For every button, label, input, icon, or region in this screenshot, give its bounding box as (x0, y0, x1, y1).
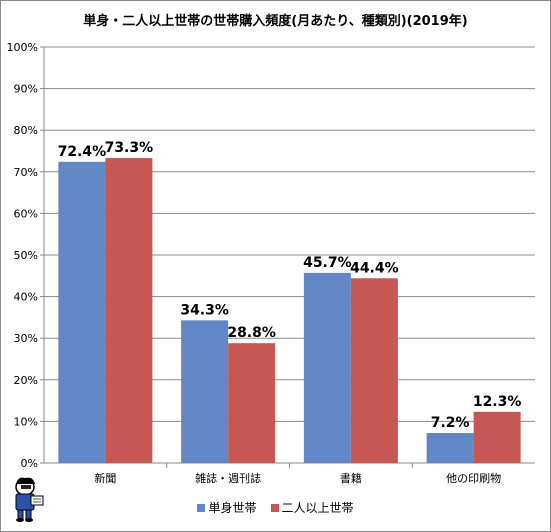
y-tick-label: 40% (14, 291, 38, 304)
data-label: 73.3% (105, 140, 154, 156)
legend-item-multi: 二人以上世帯 (270, 499, 354, 516)
legend-item-single: 単身世帯 (197, 499, 257, 516)
x-tick-label: 他の印刷物 (446, 471, 501, 485)
bar-0-1 (181, 320, 229, 463)
y-tick-label: 90% (14, 83, 38, 96)
bar-1-1 (228, 343, 276, 463)
y-tick-label: 100% (7, 41, 38, 54)
y-tick-label: 80% (14, 124, 38, 137)
data-label: 44.4% (350, 260, 399, 276)
chart-title: 単身・二人以上世帯の世帯購入頻度(月あたり、種類別)(2019年) (83, 14, 468, 29)
legend-label-multi: 二人以上世帯 (281, 501, 354, 515)
legend-swatch-multi (270, 503, 279, 512)
y-tick-label: 0% (21, 457, 38, 470)
legend: 単身世帯 二人以上世帯 (0, 499, 551, 516)
data-label: 28.8% (227, 325, 276, 341)
y-tick-label: 50% (14, 249, 38, 262)
data-label: 12.3% (473, 394, 522, 410)
bar-0-3 (426, 433, 474, 463)
bar-0-0 (58, 161, 106, 464)
bar-0-2 (303, 272, 351, 463)
legend-label-single: 単身世帯 (208, 501, 257, 515)
x-tick-label: 書籍 (340, 471, 362, 485)
data-label: 34.3% (180, 302, 229, 318)
y-tick-label: 70% (14, 166, 38, 179)
y-tick-label: 10% (14, 415, 38, 428)
mascot-icon (15, 477, 44, 522)
data-label: 45.7% (303, 255, 352, 271)
data-label: 7.2% (431, 415, 470, 431)
y-tick-label: 30% (14, 332, 38, 345)
data-label: 72.4% (58, 144, 107, 160)
legend-swatch-single (197, 503, 206, 512)
y-tick-label: 60% (14, 207, 38, 220)
bar-1-3 (473, 411, 521, 463)
x-tick-label: 新聞 (94, 471, 116, 485)
x-tick-label: 雑誌・週刊誌 (195, 471, 261, 485)
bar-1-0 (105, 158, 153, 463)
bar-1-2 (350, 278, 398, 463)
y-tick-label: 20% (14, 374, 38, 387)
